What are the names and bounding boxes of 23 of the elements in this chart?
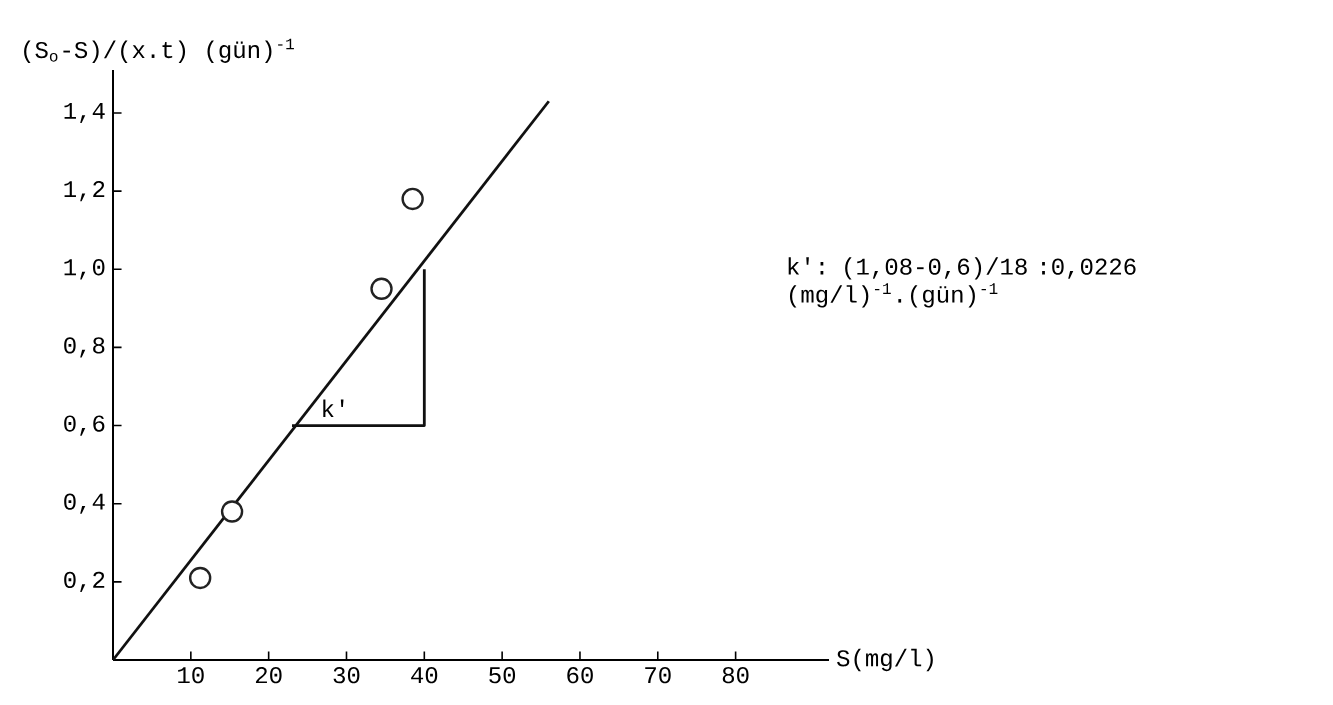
point [188,566,212,590]
x-tick-label: 40 [411,667,438,684]
x-tick-label: 80 [722,667,749,684]
point [370,277,393,300]
point [401,187,424,211]
y-tick-label: 0,6 [64,415,105,436]
annotation: k' [323,399,344,417]
x-tick-label: 30 [333,667,360,684]
x-axis-title: S(mg/l) [837,648,933,672]
y-tick-label: 0,4 [64,493,105,514]
x-tick-label: 10 [178,667,204,684]
x-tick-label: 60 [567,667,593,684]
y-tick-label: 0,2 [64,571,105,593]
y-axis-title: (S$_{o}$-S)/(x.t) (gün)$^{-1}$ [24,38,294,63]
y-tick-label: 1,0 [64,259,105,280]
annotation: k': (1,08-0,6)/18 :0,0226 (mg/l)$^{-1}$.(gün)$^{-1}$ [788,257,1136,308]
y-tick-label: 0,8 [64,337,105,358]
x-tick-label: 70 [645,667,671,684]
point [220,500,244,523]
x-tick-label: 20 [255,667,282,684]
x-tick-label: 50 [489,667,516,684]
y-tick-label: 1,2 [64,180,105,202]
y-tick-label: 1,4 [64,102,105,124]
